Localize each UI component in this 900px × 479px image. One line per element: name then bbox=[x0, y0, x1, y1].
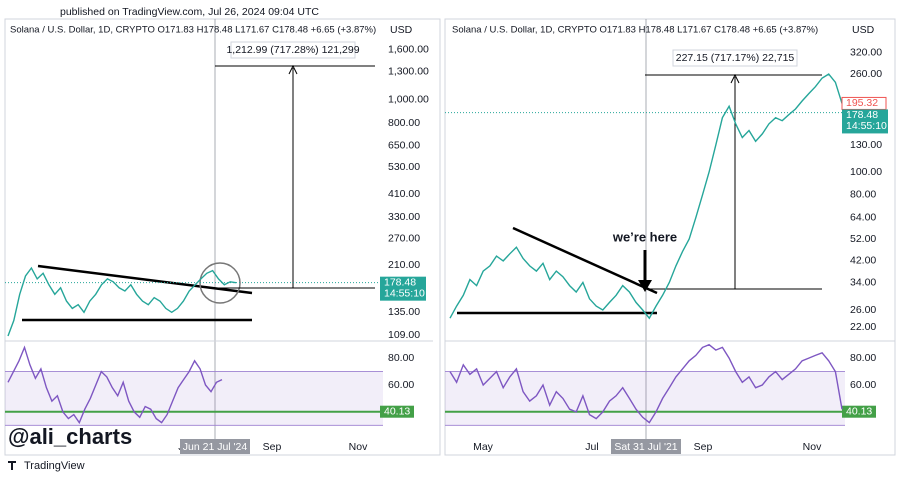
rsi-tag: 40.13 bbox=[846, 405, 872, 417]
y-tick-label: 22.00 bbox=[850, 321, 876, 333]
y-tick-label: 26.00 bbox=[850, 304, 876, 316]
y-tick-label: 330.00 bbox=[388, 211, 420, 223]
y-tick-label: 42.00 bbox=[850, 255, 876, 267]
rsi-band bbox=[5, 371, 383, 426]
rsi-line bbox=[449, 343, 843, 424]
rsi-band bbox=[445, 371, 845, 426]
measure-box bbox=[230, 41, 356, 59]
y-tick-label: 80.00 bbox=[850, 189, 876, 201]
x-tick-label: Sep bbox=[694, 441, 713, 453]
price-tag: 178.48 bbox=[384, 276, 416, 288]
y-tick-label: 130.00 bbox=[850, 139, 882, 151]
y-tick-label: 210.00 bbox=[388, 259, 420, 271]
rsi-tick-label: 60.00 bbox=[388, 379, 414, 391]
price-line bbox=[7, 266, 237, 337]
arrow-head bbox=[638, 280, 652, 292]
x-tick-label: May bbox=[473, 441, 494, 453]
y-tick-label: 410.00 bbox=[388, 188, 420, 200]
crosshair-label: Sat 31 Jul '21 bbox=[614, 441, 677, 453]
y-tick-label: 800.00 bbox=[388, 117, 420, 129]
trendline bbox=[512, 226, 658, 295]
measure-label: 227.15 (717.17%) 22,715 bbox=[676, 52, 795, 64]
x-tick-label: Nov bbox=[349, 441, 368, 453]
rsi-tick-label: 60.00 bbox=[850, 379, 876, 391]
watermark: @ali_charts bbox=[8, 424, 132, 449]
y-tick-label: 100.00 bbox=[850, 166, 882, 178]
y-tick-label: 1,600.00 bbox=[388, 44, 429, 56]
y-tick-label: 34.00 bbox=[850, 276, 876, 288]
panel-frame bbox=[4, 18, 441, 456]
measure-box bbox=[672, 49, 798, 67]
rsi-tag-box bbox=[380, 405, 414, 418]
rsi-line bbox=[7, 345, 223, 425]
price-tag: 178.48 bbox=[846, 109, 878, 121]
y-tick-label: 1,300.00 bbox=[388, 66, 429, 78]
y-tick-label: 530.00 bbox=[388, 161, 420, 173]
panel-frame bbox=[444, 18, 896, 456]
measure-label: 1,212.99 (717.28%) 121,299 bbox=[226, 44, 359, 56]
annotation: we’re here bbox=[612, 229, 677, 244]
x-tick-label: Sep bbox=[263, 441, 282, 453]
y-tick-label: 135.00 bbox=[388, 306, 420, 318]
currency: USD bbox=[390, 24, 413, 36]
y-tick-label: 260.00 bbox=[850, 68, 882, 80]
y-tick-label: 320.00 bbox=[850, 47, 882, 59]
chart-title: Solana / U.S. Dollar, 1D, CRYPTO O171.83… bbox=[452, 25, 818, 36]
rsi-tick-label: 80.00 bbox=[850, 352, 876, 364]
logo bbox=[8, 461, 16, 470]
y-tick-label: 270.00 bbox=[388, 233, 420, 245]
price-line bbox=[449, 73, 843, 320]
x-tick-label: Jul bbox=[585, 441, 598, 453]
rsi-tick-label: 80.00 bbox=[388, 352, 414, 364]
price-tag-box bbox=[842, 109, 888, 134]
crosshair-label-box bbox=[180, 439, 250, 454]
crosshair-label-box bbox=[611, 439, 681, 454]
prev-tag: 195.32 bbox=[846, 97, 878, 109]
chart-title: Solana / U.S. Dollar, 1D, CRYPTO O171.83… bbox=[10, 25, 376, 36]
price-tag-box bbox=[380, 276, 426, 301]
rsi-tag-box bbox=[842, 405, 876, 418]
footer: TradingView bbox=[24, 460, 85, 472]
y-tick-label: 650.00 bbox=[388, 139, 420, 151]
countdown: 14:55:10 bbox=[846, 120, 887, 132]
currency: USD bbox=[852, 24, 875, 36]
arrow-head bbox=[730, 73, 740, 84]
y-tick-label: 64.00 bbox=[850, 212, 876, 224]
arrow-head bbox=[288, 64, 298, 75]
crosshair-label: Jun 21 Jul '24 bbox=[183, 441, 248, 453]
header: published on TradingView.com, Jul 26, 20… bbox=[60, 6, 319, 18]
y-tick-label: 52.00 bbox=[850, 233, 876, 245]
y-tick-label: 109.00 bbox=[388, 329, 420, 341]
y-tick-label: 1,000.00 bbox=[388, 94, 429, 106]
x-tick-label: Nov bbox=[803, 441, 822, 453]
countdown: 14:55:10 bbox=[384, 287, 425, 299]
rsi-tag: 40.13 bbox=[384, 405, 410, 417]
